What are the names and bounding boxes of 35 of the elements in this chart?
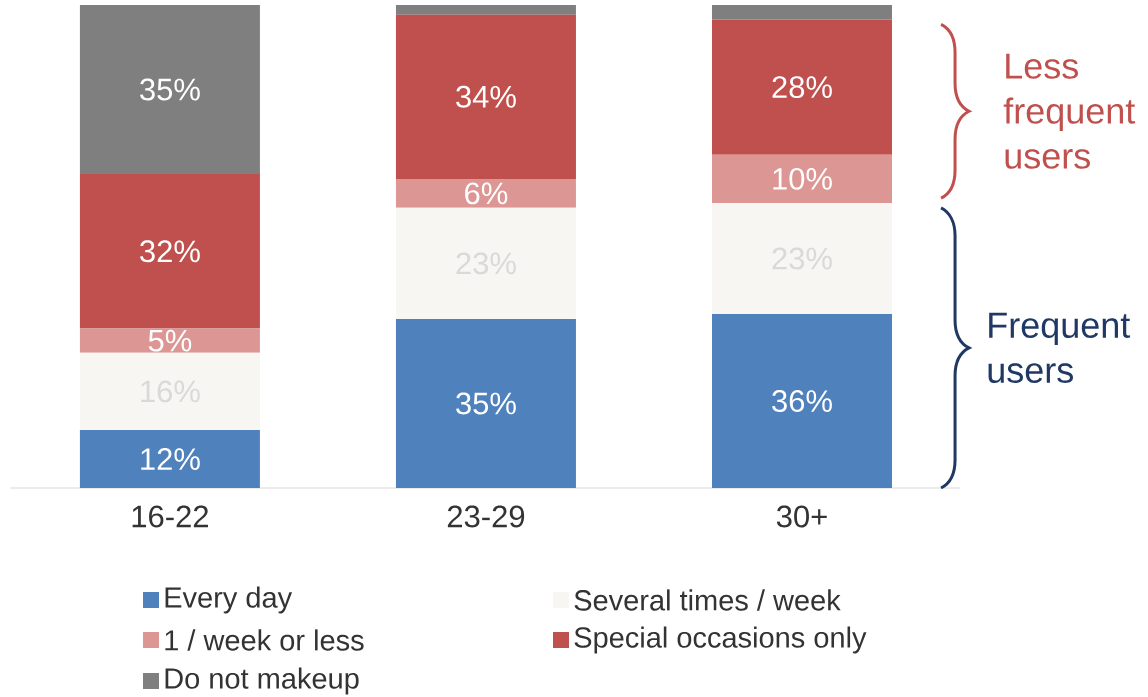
bar (395, 318, 576, 488)
bar (79, 430, 260, 488)
legend-label: Several times / week (574, 589, 841, 611)
bar (711, 5, 892, 20)
legend-label: 1 / week or less (165, 629, 364, 651)
x-tick-label: 30+ (776, 505, 827, 528)
data-label: 10% (773, 167, 832, 190)
legend-label: Do not makeup (165, 667, 359, 695)
bar (79, 174, 260, 329)
bar (395, 207, 576, 319)
data-label: 28% (772, 76, 832, 99)
text: Frequent users (988, 312, 1131, 383)
data-label: 35% (140, 78, 200, 101)
legend-label: Every day (165, 586, 293, 614)
data-label: 32% (140, 240, 200, 263)
x-tick-label: 23-29 (447, 505, 525, 528)
text: Less frequent users (1003, 53, 1136, 169)
bar (395, 5, 576, 15)
bar (711, 203, 892, 315)
bar (395, 178, 576, 208)
bar (711, 314, 892, 488)
data-label: 35% (456, 392, 516, 415)
data-label: 34% (456, 85, 516, 108)
x-tick-label: 16-22 (132, 505, 208, 528)
data-label: 36% (772, 390, 832, 413)
bar (79, 352, 260, 431)
data-label: 5% (148, 329, 192, 352)
bar (395, 14, 576, 179)
data-label: 6% (465, 182, 508, 205)
data-label: 12% (141, 448, 200, 470)
bar (79, 5, 260, 175)
bar (711, 19, 892, 155)
bar (79, 328, 260, 353)
legend-label: Special occasions only (574, 626, 867, 654)
bar (711, 154, 892, 204)
